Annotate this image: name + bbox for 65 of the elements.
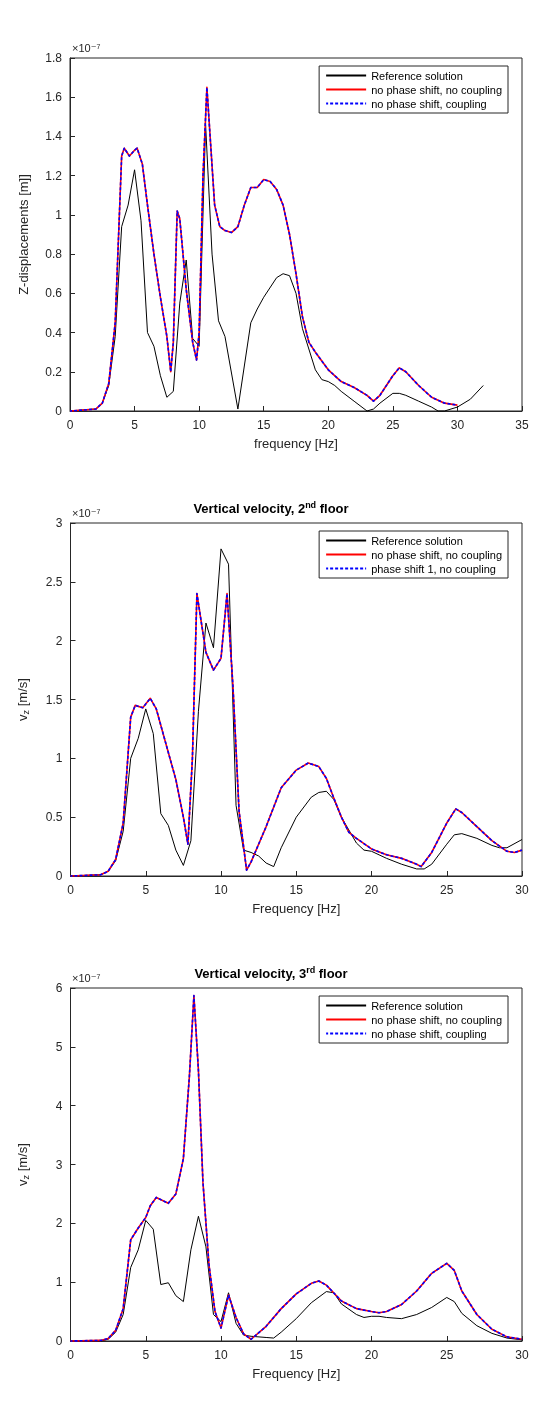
x-tick-label: 10 (214, 883, 228, 897)
x-tick-label: 25 (386, 418, 400, 432)
x-tick-label: 0 (67, 883, 75, 897)
x-tick-label: 10 (214, 1348, 228, 1362)
y-axis-title: Z-displacements [m]] (16, 174, 31, 295)
x-tick-label: 10 (192, 418, 207, 432)
x-tick-label: 20 (364, 883, 379, 897)
x-axis-title: Frequency [Hz] (252, 901, 341, 916)
y-tick-label: 3 (55, 1157, 63, 1172)
x-axis-title: Frequency [Hz] (252, 1366, 341, 1381)
legend-label: no phase shift, no coupling (371, 83, 502, 96)
legend-label: Reference solution (371, 534, 463, 547)
y-tick-label: 1 (55, 1275, 63, 1290)
x-tick-label: 0 (66, 418, 74, 432)
x-axis-title: frequency [Hz] (254, 436, 338, 451)
x-tick-label: 5 (142, 1348, 150, 1362)
x-tick-label: 35 (515, 418, 529, 432)
y-tick-label: 0 (55, 869, 63, 883)
y-axis-title: vz [m/s] (15, 1143, 31, 1186)
x-tick-label: 30 (515, 1348, 529, 1362)
x-tick-label: 30 (450, 418, 465, 432)
y-tick-label: 2 (55, 1216, 63, 1231)
y-tick-label: 0.4 (45, 325, 63, 340)
y-tick-label: 0.2 (45, 364, 63, 379)
text: ×10⁻⁷ (72, 41, 101, 54)
y-tick-label: 1.6 (45, 90, 63, 105)
y-tick-label: 1.5 (45, 692, 63, 707)
x-tick-label: 25 (440, 1348, 454, 1362)
x-tick-label: 30 (515, 883, 529, 897)
y-tick-label: 5 (55, 1039, 63, 1054)
y-tick-label: 1 (55, 207, 63, 222)
x-tick-label: 15 (289, 1348, 304, 1362)
line-series (69, 994, 523, 1342)
legend-label: no phase shift, coupling (371, 97, 487, 110)
legend-label: Reference solution (371, 69, 463, 82)
legend-label: phase shift 1, no coupling (371, 562, 496, 575)
text: ×10⁻⁷ (72, 506, 101, 519)
x-tick-label: 25 (440, 883, 454, 897)
y-tick-label: 0 (55, 1334, 63, 1348)
y-tick-label: 0.8 (45, 247, 63, 262)
y-tick-label: 1.2 (45, 168, 63, 183)
y-tick-label: 1.8 (45, 51, 63, 65)
y-tick-label: 0.5 (45, 810, 63, 825)
y-tick-label: 2 (55, 633, 63, 648)
x-tick-label: 15 (257, 418, 271, 432)
x-tick-label: 20 (364, 1348, 379, 1362)
text: ×10⁻⁷ (72, 971, 101, 984)
x-tick-label: 5 (142, 883, 150, 897)
x-tick-label: 15 (289, 883, 304, 897)
y-tick-label: 0 (55, 404, 63, 418)
legend-label: no phase shift, no coupling (371, 548, 502, 561)
legend-label: no phase shift, no coupling (371, 1013, 502, 1026)
legend-label: Reference solution (371, 999, 463, 1012)
x-tick-label: 0 (67, 1348, 75, 1362)
y-tick-label: 1 (55, 751, 63, 766)
y-tick-label: 0.6 (45, 286, 63, 301)
x-tick-label: 5 (131, 418, 139, 432)
y-tick-label: 3 (55, 516, 63, 530)
y-tick-label: 6 (55, 981, 63, 995)
y-tick-label: 1.4 (45, 129, 63, 144)
y-tick-label: 2.5 (45, 574, 63, 589)
x-tick-label: 20 (321, 418, 336, 432)
y-tick-label: 4 (55, 1098, 63, 1113)
legend-label: no phase shift, coupling (371, 1027, 487, 1040)
y-axis-title: vz [m/s] (15, 678, 31, 721)
